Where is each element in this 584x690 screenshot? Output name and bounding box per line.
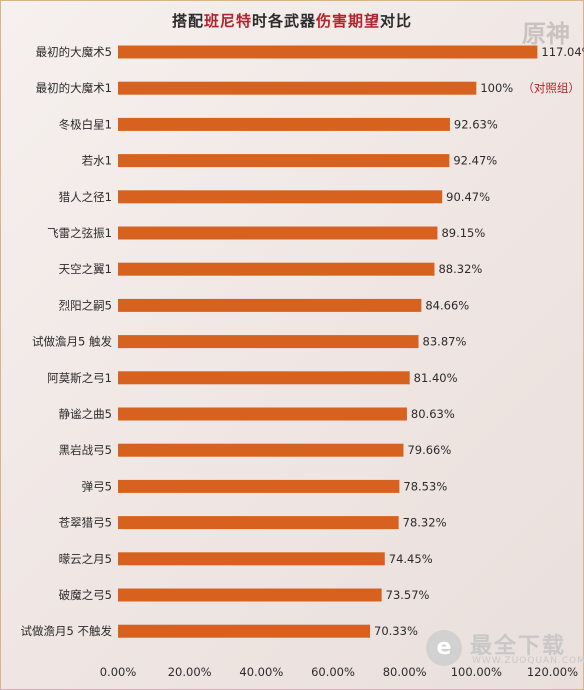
bar [118, 552, 385, 566]
bar [118, 190, 443, 204]
x-tick-label: 80.00% [383, 665, 427, 679]
value-label: 83.87% [423, 335, 467, 349]
bar [118, 117, 450, 131]
category-label: 天空之翼1 [59, 262, 112, 276]
category-label: 最初的大魔术5 [36, 45, 112, 59]
category-label: 阿莫斯之弓1 [47, 371, 112, 385]
bar [118, 45, 538, 59]
category-label: 黑岩战弓5 [59, 443, 112, 457]
category-label: 飞雷之弦振1 [47, 226, 112, 240]
title-character: 班尼特 [203, 12, 252, 30]
x-tick-label: 40.00% [239, 665, 283, 679]
value-label: 92.63% [454, 117, 498, 131]
x-tick-label: 120.00% [527, 665, 578, 679]
title-mid: 时各武器 [251, 12, 316, 30]
bar [118, 298, 422, 312]
bar [118, 262, 435, 276]
bar [118, 479, 400, 493]
watermark: e 最全下载 WWW.ZUOQUAN.COM [426, 628, 584, 672]
value-label: 117.04% [541, 45, 584, 59]
bar [118, 588, 382, 602]
value-label: 74.45% [389, 552, 433, 566]
x-tick-label: 20.00% [168, 665, 212, 679]
bar [118, 154, 450, 168]
value-label: 78.53% [403, 479, 447, 493]
category-label: 试做澹月5 触发 [32, 335, 112, 349]
value-label: 81.40% [414, 371, 458, 385]
value-label: 70.33% [374, 624, 418, 638]
value-label: 79.66% [407, 443, 451, 457]
bar [118, 371, 410, 385]
x-tick-label: 100.00% [451, 665, 502, 679]
category-label: 试做澹月5 不触发 [21, 624, 113, 638]
value-label: 100% [480, 81, 513, 95]
value-label: 73.57% [386, 588, 430, 602]
annotation-label: （对照组） [522, 81, 580, 95]
bar [118, 624, 371, 638]
bar [118, 407, 407, 421]
value-label: 89.15% [441, 226, 485, 240]
value-label: 90.47% [446, 190, 490, 204]
category-label: 最初的大魔术1 [36, 81, 112, 95]
category-label: 弹弓5 [82, 479, 112, 493]
watermark-url: WWW.ZUOQUAN.COM [472, 656, 584, 666]
bar [118, 443, 404, 457]
category-label: 苍翠猎弓5 [59, 516, 112, 530]
watermark-text: 最全下载 [470, 634, 567, 659]
title-pre: 搭配 [171, 12, 204, 30]
bar [118, 226, 438, 240]
category-label: 冬极白星1 [59, 117, 112, 131]
category-label: 若水1 [82, 154, 112, 168]
game-logo: 原神 [522, 19, 570, 48]
x-tick-label: 60.00% [311, 665, 355, 679]
category-label: 静谧之曲5 [59, 407, 112, 421]
bar [118, 516, 399, 530]
category-label: 曚云之月5 [59, 552, 112, 566]
bar [118, 335, 419, 349]
value-label: 80.63% [411, 407, 455, 421]
value-label: 88.32% [438, 262, 482, 276]
category-label: 猎人之径1 [59, 190, 112, 204]
title-post: 对比 [380, 12, 413, 30]
value-label: 78.32% [403, 516, 447, 530]
e-circle-icon: e [426, 630, 462, 666]
category-label: 破魔之弓5 [59, 588, 112, 602]
x-tick-label: 0.00% [100, 665, 137, 679]
bar [118, 81, 477, 95]
category-label: 烈阳之嗣5 [59, 298, 112, 312]
value-label: 92.47% [453, 154, 497, 168]
value-label: 84.66% [425, 298, 469, 312]
chart-title: 搭配班尼特时各武器伤害期望对比 [0, 10, 584, 31]
title-metric: 伤害期望 [316, 12, 381, 30]
